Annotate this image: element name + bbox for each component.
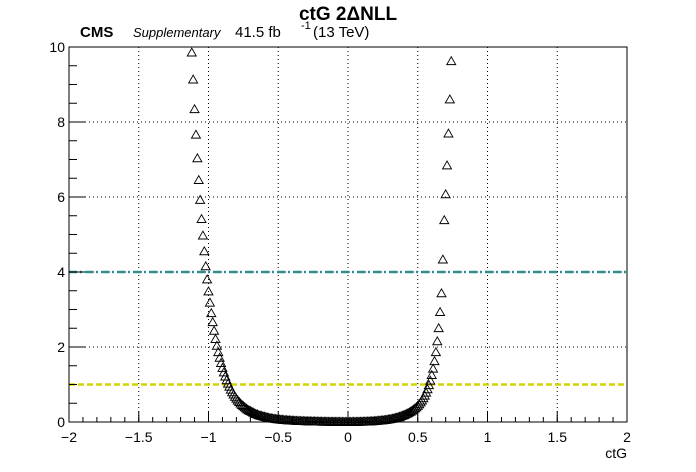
data-point — [427, 363, 439, 373]
data-point — [194, 194, 206, 204]
x-tick-label: −1 — [201, 429, 217, 445]
data-point — [225, 384, 237, 394]
data-point — [440, 188, 451, 199]
chart-title: ctG 2ΔNLL — [299, 4, 398, 25]
y-tick-label: 0 — [57, 414, 65, 430]
y-tick-label: 10 — [49, 39, 65, 55]
data-point — [245, 405, 256, 415]
data-point — [425, 375, 436, 385]
data-point — [412, 400, 424, 410]
data-point — [432, 335, 443, 346]
grid — [69, 47, 627, 422]
data-point — [252, 409, 263, 419]
x-tick-label: 1.5 — [548, 429, 568, 445]
data-point — [441, 160, 453, 170]
x-tick-label: 0 — [344, 429, 352, 445]
data-point — [211, 340, 223, 350]
data-point — [218, 367, 230, 377]
data-point — [210, 333, 221, 343]
x-tick-label: 0.5 — [408, 429, 428, 445]
y-tick-label: 8 — [57, 114, 65, 130]
data-point — [196, 213, 207, 223]
data-point — [411, 401, 422, 412]
data-point — [438, 214, 450, 225]
data-point — [201, 274, 213, 284]
data-point — [242, 404, 253, 414]
data-point — [186, 47, 198, 57]
data-point — [219, 371, 231, 381]
y-axis: 0 2 4 6 8 10 — [49, 39, 85, 430]
data-point — [445, 55, 457, 66]
data-point — [214, 352, 225, 362]
data-point — [200, 260, 211, 271]
x-tick-label: −0.5 — [264, 429, 292, 445]
luminosity-exponent: -1 — [301, 20, 311, 32]
data-point — [189, 103, 200, 114]
reference-lines — [69, 270, 627, 386]
data-point — [420, 387, 432, 397]
data-point — [430, 346, 442, 357]
data-point — [406, 405, 418, 415]
data-point — [193, 174, 205, 184]
x-axis: −2 −1.5 −1 −0.5 0 0.5 1 1.5 2 — [61, 411, 631, 445]
x-tick-label: 2 — [623, 429, 631, 445]
y-tick-label: 2 — [57, 339, 65, 355]
data-point — [247, 407, 259, 417]
data-point — [423, 379, 435, 390]
luminosity-label: 41.5 fb — [235, 24, 281, 41]
data-point — [207, 316, 218, 327]
data-points — [186, 47, 457, 426]
energy-label: (13 TeV) — [313, 24, 369, 41]
data-point — [203, 286, 214, 296]
y-tick-label: 6 — [57, 189, 65, 205]
y-tick-label: 4 — [57, 264, 65, 280]
data-point — [443, 128, 454, 138]
data-point — [197, 230, 209, 240]
data-point — [208, 325, 220, 335]
data-point — [187, 74, 199, 84]
experiment-label: CMS — [80, 24, 113, 41]
data-point — [426, 369, 437, 379]
data-point — [199, 245, 210, 256]
data-point — [444, 94, 456, 104]
data-point — [221, 374, 232, 385]
x-tick-label: −2 — [61, 429, 77, 445]
data-point — [434, 306, 446, 316]
data-point — [429, 355, 440, 366]
supplementary-label: Supplementary — [133, 25, 222, 40]
data-point — [192, 152, 203, 163]
data-point — [204, 297, 216, 307]
data-point — [246, 406, 258, 416]
data-point — [243, 404, 255, 415]
data-point — [436, 287, 447, 298]
x-tick-label: −1.5 — [125, 429, 153, 445]
data-point — [433, 322, 444, 333]
data-point — [206, 307, 217, 318]
data-point — [240, 403, 252, 413]
data-point — [217, 362, 228, 372]
data-point — [190, 129, 202, 139]
data-point — [437, 254, 449, 264]
x-axis-label: ctG — [605, 445, 627, 461]
data-point — [249, 407, 260, 418]
x-tick-label: 1 — [484, 429, 492, 445]
